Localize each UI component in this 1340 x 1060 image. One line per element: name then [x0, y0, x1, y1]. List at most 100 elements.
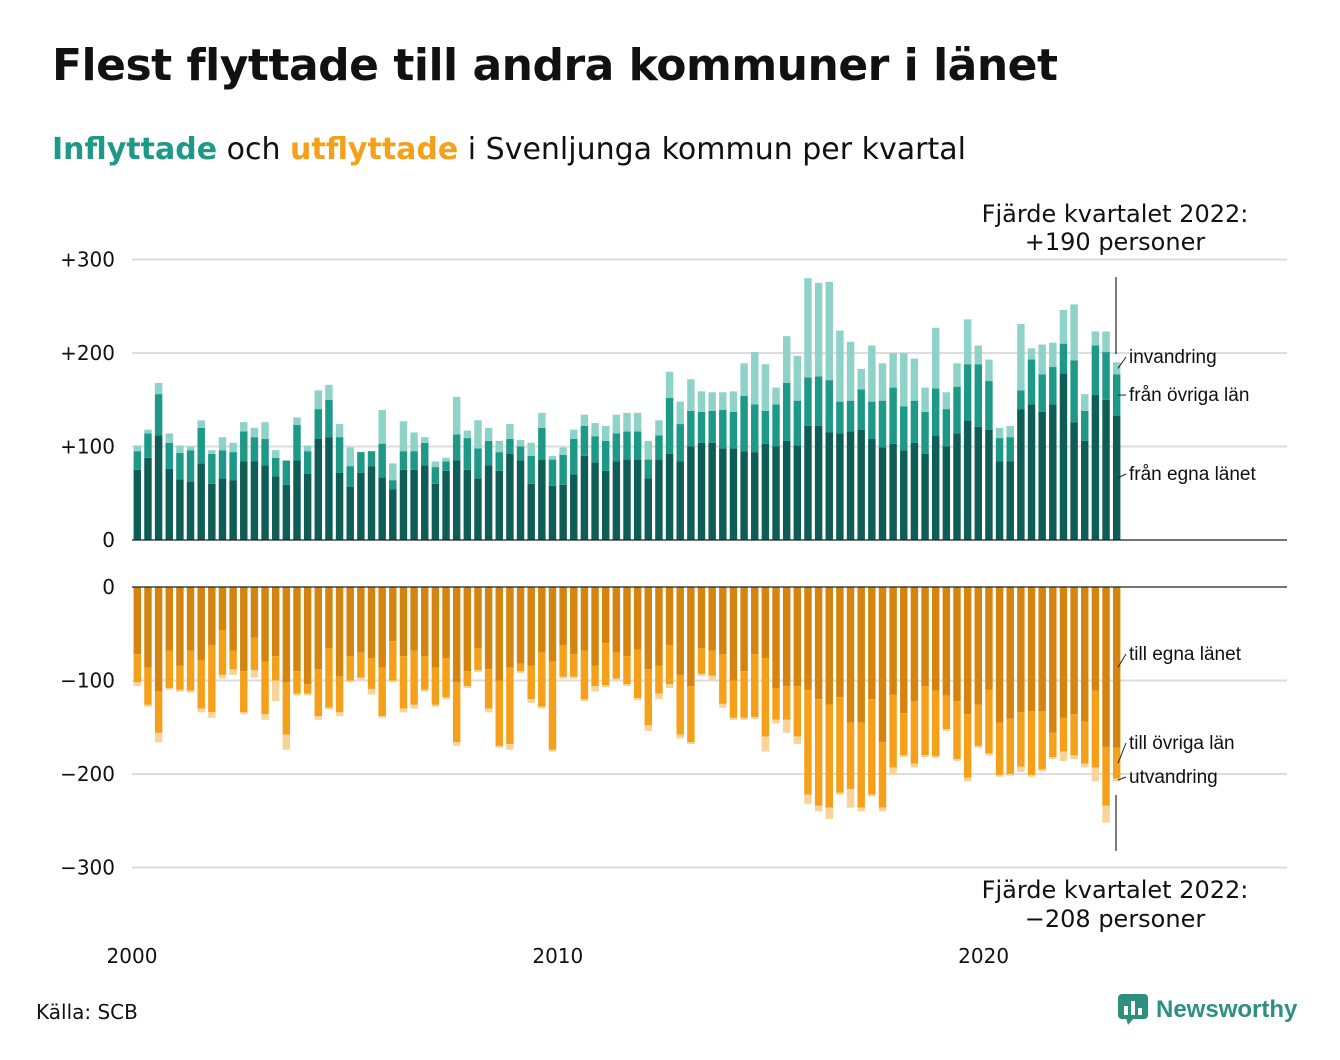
bar-in-0 [474, 478, 482, 540]
bar-out-0 [452, 587, 461, 683]
bar-in-2 [484, 427, 493, 441]
bar-out-2 [761, 736, 770, 752]
bar-in-0 [410, 469, 418, 541]
bar-out-1 [761, 658, 770, 737]
bar-out-2 [740, 717, 748, 720]
bar-in-0 [793, 445, 802, 540]
bar-in-2 [250, 427, 259, 438]
source-note: Källa: SCB [36, 1000, 138, 1024]
bar-in-1 [1038, 374, 1046, 412]
bar-out-0 [921, 587, 929, 687]
bar-in-1 [623, 431, 631, 460]
y-tick-label-out: −200 [60, 762, 115, 786]
bar-in-1 [1059, 343, 1068, 374]
bar-in-2 [261, 422, 269, 440]
bar-in-1 [261, 439, 269, 466]
bar-out-0 [1070, 587, 1078, 715]
bar-out-0 [687, 587, 695, 687]
bar-out-1 [1059, 717, 1068, 752]
bar-out-1 [261, 661, 269, 715]
bar-in-0 [910, 442, 919, 540]
leader-out [1117, 653, 1127, 668]
bar-in-0 [314, 439, 323, 540]
bar-out-2 [601, 685, 610, 688]
bar-in-0 [133, 469, 142, 541]
bar-in-1 [1081, 410, 1089, 441]
bar-in-0 [240, 461, 248, 540]
bar-in-0 [421, 465, 429, 540]
bar-in-0 [570, 474, 578, 540]
bar-out-0 [197, 587, 205, 660]
bar-in-2 [229, 442, 237, 453]
bar-in-0 [846, 431, 855, 540]
bar-in-1 [165, 442, 173, 469]
bar-in-2 [878, 363, 887, 401]
bar-in-2 [772, 387, 780, 405]
brand[interactable]: Newsworthy [1118, 994, 1297, 1026]
bar-out-2 [1027, 774, 1036, 777]
bar-out-2 [612, 678, 621, 681]
bar-in-1 [580, 425, 589, 456]
bar-in-2 [697, 391, 706, 412]
bar-out-1 [1070, 714, 1078, 756]
bar-out-1 [676, 674, 684, 735]
bar-in-2 [516, 439, 525, 447]
bar-in-2 [655, 420, 663, 436]
bar-out-2 [314, 716, 323, 720]
bar-in-2 [218, 437, 227, 451]
bar-out-0 [346, 587, 354, 657]
bar-out-0 [793, 587, 802, 687]
bar-in-1 [772, 404, 780, 447]
bar-out-1 [825, 704, 833, 808]
bar-out-2 [1059, 751, 1068, 761]
bar-in-2 [825, 281, 833, 381]
bar-out-2 [857, 807, 865, 812]
bar-out-2 [335, 712, 344, 717]
y-tick-label-out: −300 [60, 856, 115, 880]
bar-in-1 [367, 451, 376, 467]
bar-in-0 [995, 461, 1004, 540]
bar-in-1 [495, 452, 503, 471]
bar-out-0 [218, 587, 227, 631]
subtitle-och: och [217, 132, 290, 167]
bar-in-2 [133, 445, 142, 452]
bar-out-1 [612, 652, 621, 679]
bar-out-1 [197, 659, 205, 709]
bar-in-2 [687, 379, 695, 411]
x-tick-label: 2000 [107, 944, 158, 968]
subtitle-inflyttade: Inflyttade [52, 132, 218, 167]
bar-in-1 [655, 435, 663, 460]
bar-out-1 [314, 669, 323, 717]
bar-in-0 [633, 459, 642, 540]
bar-out-2 [484, 708, 493, 713]
bar-in-0 [601, 470, 610, 540]
bar-out-0 [878, 587, 887, 743]
bar-out-0 [889, 587, 897, 695]
annotation-bottom-line2: −208 personer [1025, 905, 1206, 933]
bar-out-0 [846, 587, 855, 723]
bar-in-1 [601, 440, 610, 471]
bar-out-2 [1017, 766, 1025, 773]
bar-in-0 [1059, 373, 1068, 540]
bar-out-0 [655, 587, 663, 666]
bar-out-2 [836, 792, 844, 795]
bar-out-0 [293, 587, 301, 672]
bar-in-0 [463, 469, 472, 541]
subtitle-rest: i Svenljunga kommun per kvartal [458, 132, 966, 167]
bar-out-0 [367, 587, 376, 659]
bar-in-2 [953, 363, 961, 387]
bar-out-0 [697, 587, 706, 649]
bar-out-1 [953, 701, 961, 760]
bar-out-1 [708, 650, 716, 676]
bar-in-1 [144, 433, 152, 458]
annotation-top-line2: +190 personer [1025, 228, 1206, 256]
bar-in-2 [793, 355, 802, 401]
bar-in-2 [399, 421, 408, 452]
bar-in-1 [484, 440, 493, 466]
bar-in-2 [942, 392, 951, 410]
bar-in-2 [431, 461, 440, 468]
bar-in-1 [154, 394, 163, 436]
bar-out-1 [804, 689, 812, 795]
bar-in-1 [570, 439, 578, 475]
bar-in-0 [719, 448, 727, 540]
